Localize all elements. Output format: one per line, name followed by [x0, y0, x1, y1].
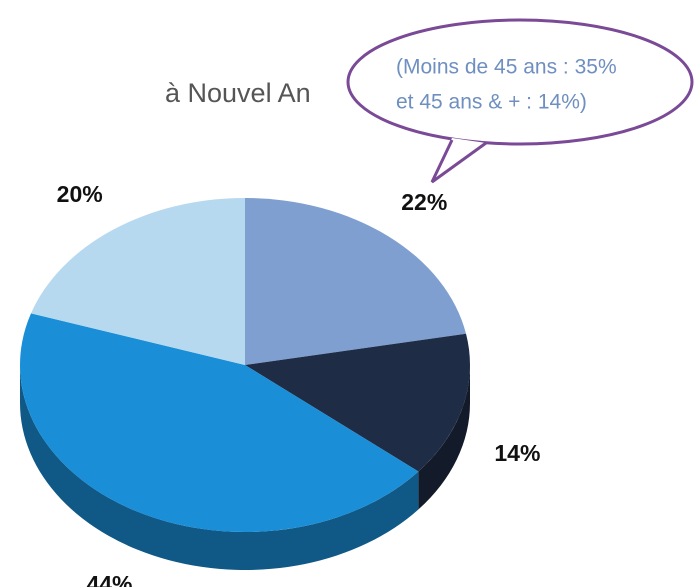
slice-side [418, 365, 470, 510]
annotation: et 45 ans & + : 14%) [396, 91, 587, 114]
slice [31, 198, 245, 365]
bubble-tail [430, 139, 487, 184]
slice [245, 198, 467, 365]
speech-bubble [346, 18, 694, 146]
slice-side [20, 365, 419, 570]
slice [245, 333, 470, 472]
chart-title: à Nouvel An [165, 78, 311, 108]
slice [19, 313, 419, 533]
value-label: 14% [494, 440, 540, 466]
value-label: 20% [57, 181, 103, 207]
value-label: 22% [401, 189, 447, 215]
value-label: 44% [86, 571, 132, 587]
annotation: (Moins de 45 ans : 35% [396, 56, 617, 79]
